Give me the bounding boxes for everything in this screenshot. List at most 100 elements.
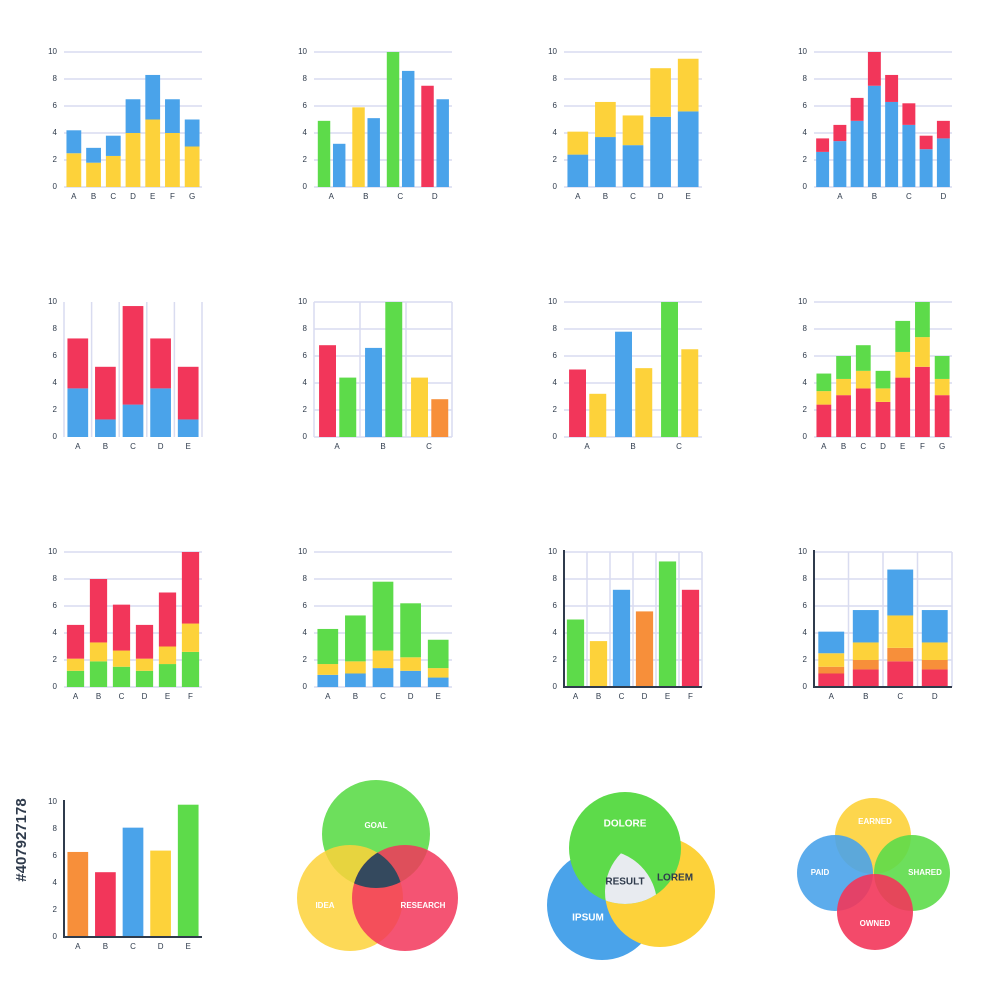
chart: 0 2 4 6 8 10 A B C — [548, 297, 702, 451]
x-tick-label: B — [103, 442, 108, 451]
y-tick-label: 0 — [303, 432, 308, 441]
y-tick-label: 4 — [553, 378, 558, 387]
bar-segment — [836, 378, 851, 396]
y-tick-label: 0 — [553, 682, 558, 691]
chart: 0 2 4 6 8 10 A B C D E F — [548, 547, 703, 701]
y-tick-label: 8 — [803, 74, 808, 83]
venn-overlap — [352, 845, 403, 888]
bar — [681, 349, 699, 437]
y-tick-label: 4 — [803, 628, 808, 637]
y-tick-label: 8 — [303, 74, 308, 83]
y-tick-label: 2 — [303, 655, 308, 664]
venn-label: RESEARCH — [401, 901, 446, 910]
bar-segment — [317, 628, 339, 665]
venn-label: EARNED — [858, 817, 892, 826]
bar-segment — [427, 668, 449, 678]
bar-segment — [850, 97, 864, 121]
bar-segment — [895, 320, 911, 352]
charts: 0 2 4 6 8 10 A B C D E F G 0 2 4 6 8 10 A B C D 0 2 4 6 8 10 A B C D E 0 2 4… — [48, 47, 953, 951]
y-tick-label: 2 — [553, 655, 558, 664]
y-tick-label: 2 — [53, 155, 58, 164]
y-tick-label: 2 — [53, 655, 58, 664]
y-tick-label: 4 — [53, 128, 58, 137]
venn-label: PAID — [811, 868, 830, 877]
bar-segment — [902, 103, 916, 125]
x-tick-label: B — [596, 692, 601, 701]
bar-segment — [89, 579, 108, 643]
bar-segment — [902, 124, 916, 187]
y-tick-label: 8 — [553, 74, 558, 83]
bar-segment — [915, 366, 930, 437]
chart: 0 2 4 6 8 10 A B C D E F G — [798, 297, 952, 451]
x-tick-label: B — [363, 192, 368, 201]
bar — [367, 118, 380, 187]
bar-segment — [135, 658, 154, 671]
y-tick-label: 6 — [303, 351, 308, 360]
x-tick-label: C — [130, 442, 136, 451]
bar-segment — [67, 388, 89, 437]
bar-segment — [867, 85, 881, 187]
bar-segment — [887, 647, 914, 662]
y-tick-label: 6 — [553, 351, 558, 360]
bar-segment — [66, 658, 85, 671]
y-tick-label: 0 — [53, 932, 58, 941]
bar — [385, 302, 403, 437]
bar-segment — [875, 401, 891, 437]
bar-segment — [67, 851, 89, 937]
bar-segment — [158, 646, 177, 665]
bar-segment — [836, 395, 851, 437]
bar-segment — [833, 141, 847, 187]
bar-segment — [181, 552, 200, 624]
bar-segment — [885, 74, 899, 102]
x-tick-label: C — [397, 192, 403, 201]
bar — [339, 377, 357, 437]
bar-segment — [934, 395, 950, 437]
y-tick-label: 10 — [798, 297, 807, 306]
chart: 0 2 4 6 8 10 A B C — [298, 297, 453, 451]
chart: 0 2 4 6 8 10 A B C D E — [298, 547, 452, 701]
x-tick-label: D — [642, 692, 648, 701]
x-tick-label: F — [188, 692, 193, 701]
bar-segment — [177, 366, 199, 420]
bar-segment — [887, 661, 914, 687]
venn-2: DOLORE IPSUM LOREM RESULT — [547, 792, 715, 960]
bar-segment — [622, 115, 644, 146]
bar — [317, 120, 331, 187]
bar-segment — [852, 610, 879, 643]
bar-segment — [816, 404, 832, 437]
bar-segment — [921, 660, 948, 670]
venn-3: EARNED PAID SHARED OWNED — [797, 798, 950, 950]
y-tick-label: 4 — [303, 128, 308, 137]
x-tick-label: F — [920, 442, 925, 451]
bar-segment — [122, 306, 144, 405]
y-tick-label: 10 — [298, 47, 307, 56]
bar-segment — [677, 111, 699, 187]
x-tick-label: B — [96, 692, 101, 701]
y-tick-label: 2 — [803, 155, 808, 164]
x-tick-label: B — [841, 442, 846, 451]
bar — [401, 70, 415, 187]
x-tick-label: C — [630, 192, 636, 201]
bar-segment — [112, 650, 131, 667]
bar-segment — [595, 101, 616, 138]
bar — [589, 393, 607, 437]
bar-segment — [317, 664, 339, 675]
bar — [332, 143, 346, 187]
bar-segment — [915, 337, 930, 367]
venn-label: GOAL — [364, 821, 387, 830]
y-tick-label: 0 — [553, 182, 558, 191]
x-tick-label: E — [186, 942, 191, 951]
venn-circle — [569, 792, 681, 904]
y-tick-label: 0 — [803, 432, 808, 441]
bar-segment — [855, 345, 871, 371]
x-tick-label: C — [897, 692, 903, 701]
bar-segment — [105, 155, 121, 187]
x-tick-label: B — [603, 192, 608, 201]
y-tick-label: 10 — [798, 547, 807, 556]
bar-segment — [317, 674, 339, 687]
bar-segment — [112, 604, 131, 651]
x-tick-label: A — [73, 692, 79, 701]
x-tick-label: E — [665, 692, 670, 701]
y-tick-label: 10 — [298, 297, 307, 306]
venn-label: DOLORE — [604, 819, 647, 830]
